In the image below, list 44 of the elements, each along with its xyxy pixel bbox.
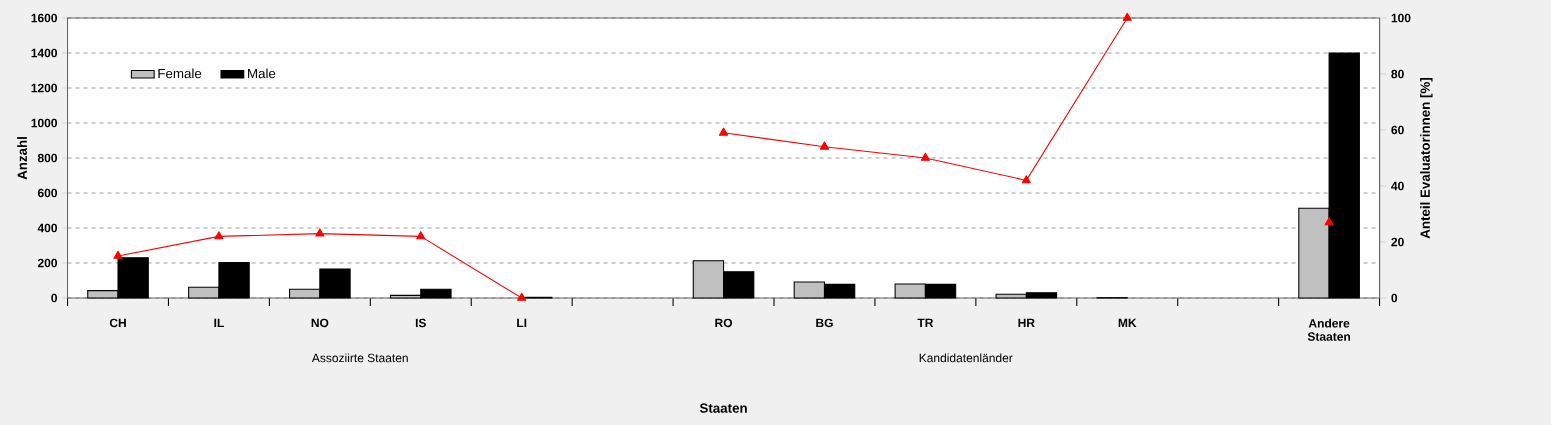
y-tick-label: 1200	[31, 83, 58, 93]
text: Kandidatenländer	[919, 353, 1013, 363]
y-tick-label: 400	[37, 223, 58, 233]
x-tick-label: Andere Staaten	[1307, 318, 1351, 341]
x-tick-label: IL	[214, 318, 224, 327]
x-tick-label: MK	[1118, 318, 1137, 327]
y2-tick-label: 20	[1391, 237, 1404, 247]
x-tick-label: BG	[816, 318, 833, 328]
y2-tick-label: 100	[1391, 13, 1411, 23]
point	[214, 231, 224, 240]
point	[1324, 217, 1334, 226]
y-tick-label: 1400	[31, 48, 58, 58]
x-tick-label: IS	[415, 318, 426, 328]
point	[1021, 175, 1031, 184]
legend-label: Male	[248, 68, 276, 79]
point	[718, 127, 729, 136]
y-axis-title: Anzahl	[17, 137, 27, 180]
y2-tick-label: 80	[1391, 69, 1404, 79]
point	[819, 141, 830, 150]
x-tick-label: TR	[917, 318, 934, 327]
x-tick-label: HR	[1018, 318, 1035, 327]
x-tick-label: LI	[517, 318, 527, 327]
y-tick-label: 1600	[31, 13, 58, 23]
point	[315, 228, 325, 237]
legend-label: Female	[158, 68, 202, 79]
x-tick-label: RO	[715, 318, 733, 328]
y2-axis-title: Anteil Evaluatorinnen [%]	[1420, 77, 1433, 239]
y-tick-label: 600	[37, 188, 58, 198]
x-tick-label: CH	[109, 318, 126, 328]
point	[113, 250, 123, 259]
point	[1122, 12, 1132, 21]
point	[517, 292, 527, 301]
x-axis-title: Staaten	[699, 403, 747, 413]
y2-tick-label: 0	[1391, 293, 1398, 303]
y-tick-label: 1000	[31, 118, 58, 128]
text: Assoziirte Staaten	[311, 353, 408, 363]
y-tick-label: 200	[37, 258, 58, 268]
point	[920, 152, 930, 161]
y-tick-label: 800	[37, 153, 58, 163]
point	[416, 231, 426, 240]
x-tick-label: NO	[311, 318, 329, 328]
y2-tick-label: 60	[1391, 125, 1404, 135]
y-tick-label: 0	[51, 293, 58, 303]
y2-tick-label: 40	[1391, 181, 1404, 191]
